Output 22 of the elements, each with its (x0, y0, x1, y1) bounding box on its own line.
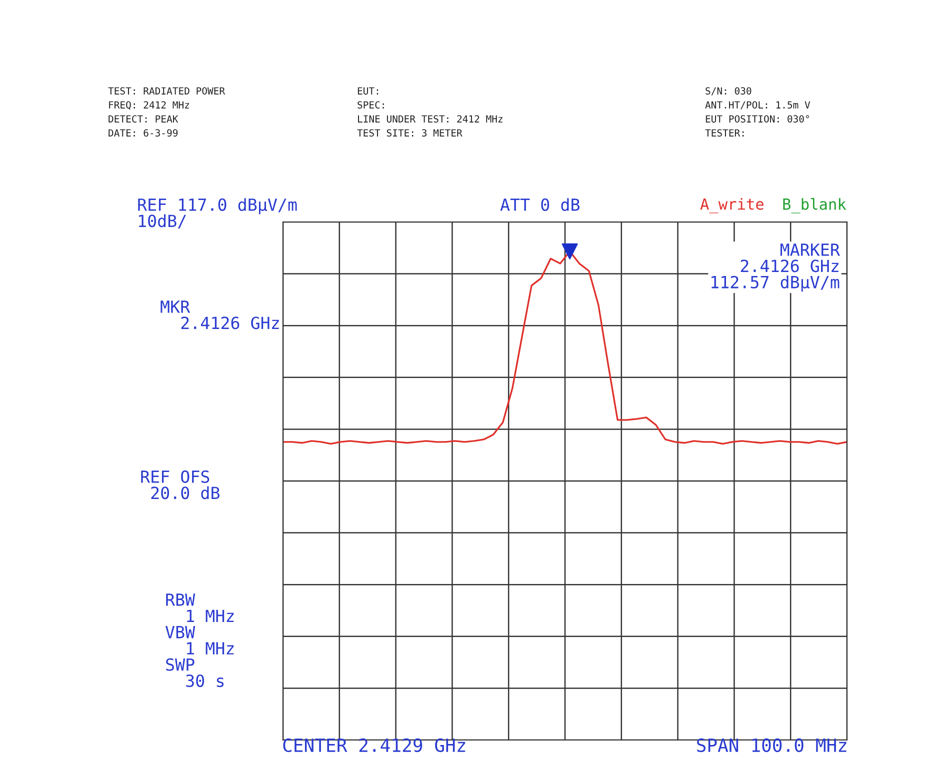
text: REF OFS 20.0 dB (141, 470, 220, 500)
annotation: MARKER 2.4126 GHz 112.57 dBµV/m (712, 244, 840, 292)
text: SPEC: (358, 101, 384, 109)
text: LINE UNDER TEST: 2412 MHz (358, 115, 502, 123)
text: DATE: 6-3-99 (108, 129, 178, 137)
text: EUT POSITION: 030° (706, 115, 809, 123)
text: REF 117.0 dBµV/m 10dB/ (138, 198, 297, 229)
text: TEST: RADIATED POWER (108, 87, 226, 95)
text: A_write (700, 198, 764, 214)
text: ANT.HT/POL: 1.5m V (705, 101, 810, 110)
text: DETECT: PEAK (108, 115, 178, 123)
annotation: SPAN 100.0 MHz (697, 738, 846, 752)
text: FREQ: 2412 MHz (109, 101, 190, 110)
text: RBW 1 MHz VBW 1 MHz SWP 30 s (165, 594, 234, 688)
text: S/N: 030 (706, 87, 752, 96)
text: MKR 2.4126 GHz (160, 300, 279, 330)
text: EUT: (358, 87, 378, 95)
text: ATT 0 dB (500, 198, 580, 211)
text: TESTER: (705, 129, 744, 137)
text: TEST SITE: 3 METER (357, 129, 462, 137)
text: B_blank (783, 198, 846, 214)
annotation: CENTER 2.4129 GHz (283, 738, 466, 752)
